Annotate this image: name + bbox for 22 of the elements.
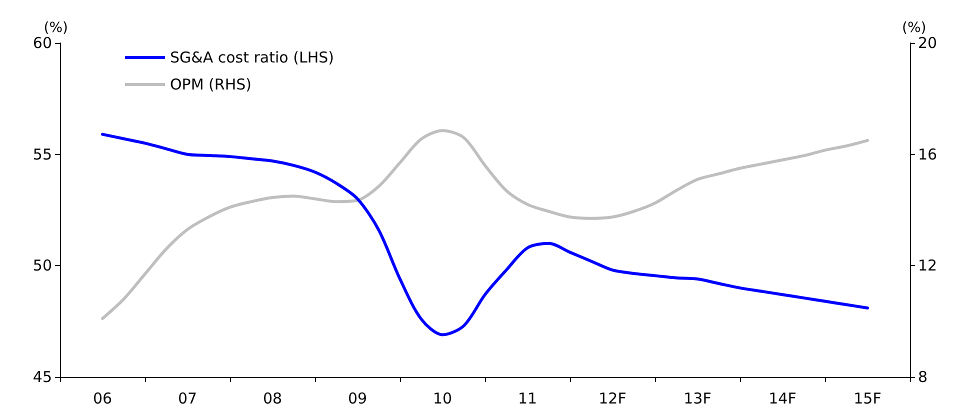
y2-axis-title: (%) — [902, 20, 926, 36]
legend-label: OPM (RHS) — [170, 76, 252, 94]
legend-label: SG&A cost ratio (LHS) — [170, 48, 334, 66]
x-tick-label: 07 — [178, 390, 198, 408]
y2-tick-label: 8 — [918, 368, 928, 386]
y-tick-label: 55 — [32, 145, 52, 164]
x-tick-label: 13F — [684, 390, 712, 408]
y-tick-label: 50 — [32, 256, 52, 275]
y-tick-label: 60 — [32, 34, 52, 52]
x-tick-label: 06 — [92, 390, 112, 408]
x-tick-label: 15F — [854, 390, 882, 408]
y2-tick-label: 12 — [918, 256, 938, 275]
y-tick-label: 45 — [32, 368, 52, 386]
x-tick-label: 12F — [598, 390, 626, 408]
y2-tick-label: 20 — [918, 34, 938, 52]
x-tick-label: 08 — [262, 390, 282, 408]
x-tick-label: 14F — [768, 390, 796, 408]
x-tick-label: 11 — [518, 390, 538, 408]
x-tick-label: 10 — [432, 390, 452, 408]
x-tick-label: 09 — [348, 390, 368, 408]
y2-tick-label: 16 — [918, 145, 938, 164]
y-axis-title: (%) — [44, 20, 68, 36]
